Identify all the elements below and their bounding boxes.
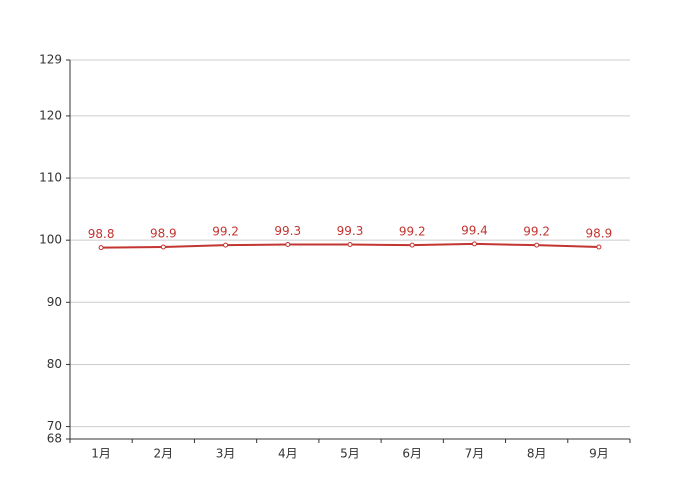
- point: [98, 245, 104, 251]
- x-tick-label: 4月: [278, 447, 298, 461]
- y-tick-label: 70: [47, 419, 62, 433]
- point: [409, 242, 415, 248]
- data-label: 99.2: [399, 225, 426, 239]
- y-tick-label: 80: [47, 357, 62, 371]
- y-tick-label: 110: [39, 171, 62, 185]
- point: [596, 244, 602, 250]
- point: [347, 242, 353, 248]
- data-label: 99.3: [274, 224, 301, 238]
- x-tick-label: 3月: [216, 447, 236, 461]
- point: [534, 242, 540, 248]
- data-label: 98.9: [150, 227, 177, 241]
- point: [471, 241, 477, 247]
- data-label: 99.3: [337, 224, 364, 238]
- data-label: 99.4: [461, 223, 488, 237]
- data-label: 99.2: [212, 225, 239, 239]
- x-tick-label: 5月: [340, 447, 360, 461]
- x-tick-label: 8月: [527, 447, 547, 461]
- x-tick-label: 6月: [402, 447, 422, 461]
- point: [285, 242, 291, 248]
- y-tick-label: 129: [39, 53, 62, 67]
- y-tick-label: 120: [39, 108, 62, 122]
- data-label: 99.2: [523, 225, 550, 239]
- x-tick-label: 2月: [154, 447, 174, 461]
- point: [223, 242, 229, 248]
- x-tick-label: 7月: [465, 447, 485, 461]
- y-tick-label: 68: [47, 432, 62, 446]
- y-tick-label: 100: [39, 233, 62, 247]
- y-tick-label: 90: [47, 295, 62, 309]
- point: [160, 244, 166, 250]
- x-tick-label: 1月: [91, 447, 111, 461]
- data-label: 98.8: [88, 227, 115, 241]
- data-label: 98.9: [586, 227, 613, 241]
- x-tick-label: 9月: [589, 447, 609, 461]
